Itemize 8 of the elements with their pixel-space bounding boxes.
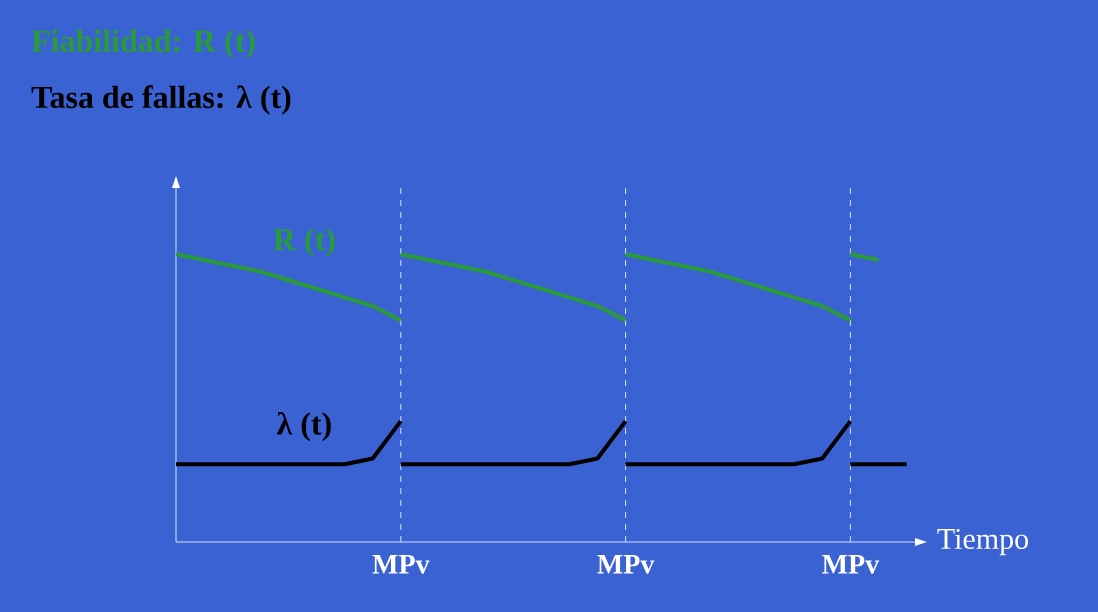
x-axis-title: Tiempo: [937, 528, 1028, 556]
x-tick-label: MPv: [822, 555, 880, 574]
chart-subtitle: Tasa de fallas: λ (t): [31, 85, 291, 115]
chart-title: Fiabilidad: R (t): [31, 29, 255, 59]
series-label: R (t): [273, 228, 335, 258]
x-tick-label: MPv: [597, 555, 655, 574]
x-tick-label: MPv: [372, 555, 430, 574]
series-label: λ (t): [276, 411, 331, 442]
